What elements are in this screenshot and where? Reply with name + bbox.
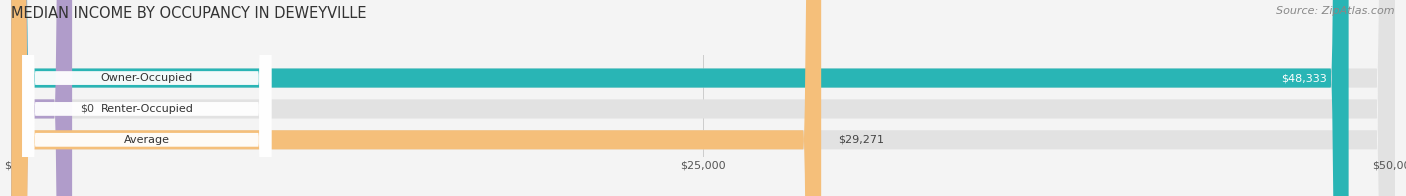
Text: Owner-Occupied: Owner-Occupied (101, 73, 193, 83)
FancyBboxPatch shape (22, 0, 271, 196)
Text: $48,333: $48,333 (1281, 73, 1326, 83)
Text: Average: Average (124, 135, 170, 145)
FancyBboxPatch shape (11, 0, 1395, 196)
Text: Source: ZipAtlas.com: Source: ZipAtlas.com (1277, 6, 1395, 16)
FancyBboxPatch shape (22, 0, 271, 196)
FancyBboxPatch shape (11, 0, 1395, 196)
FancyBboxPatch shape (11, 0, 1395, 196)
FancyBboxPatch shape (11, 0, 821, 196)
FancyBboxPatch shape (11, 0, 1348, 196)
Text: $29,271: $29,271 (838, 135, 884, 145)
Text: $0: $0 (80, 104, 94, 114)
FancyBboxPatch shape (22, 0, 271, 196)
FancyBboxPatch shape (11, 0, 72, 196)
Text: MEDIAN INCOME BY OCCUPANCY IN DEWEYVILLE: MEDIAN INCOME BY OCCUPANCY IN DEWEYVILLE (11, 6, 367, 21)
Text: Renter-Occupied: Renter-Occupied (100, 104, 193, 114)
